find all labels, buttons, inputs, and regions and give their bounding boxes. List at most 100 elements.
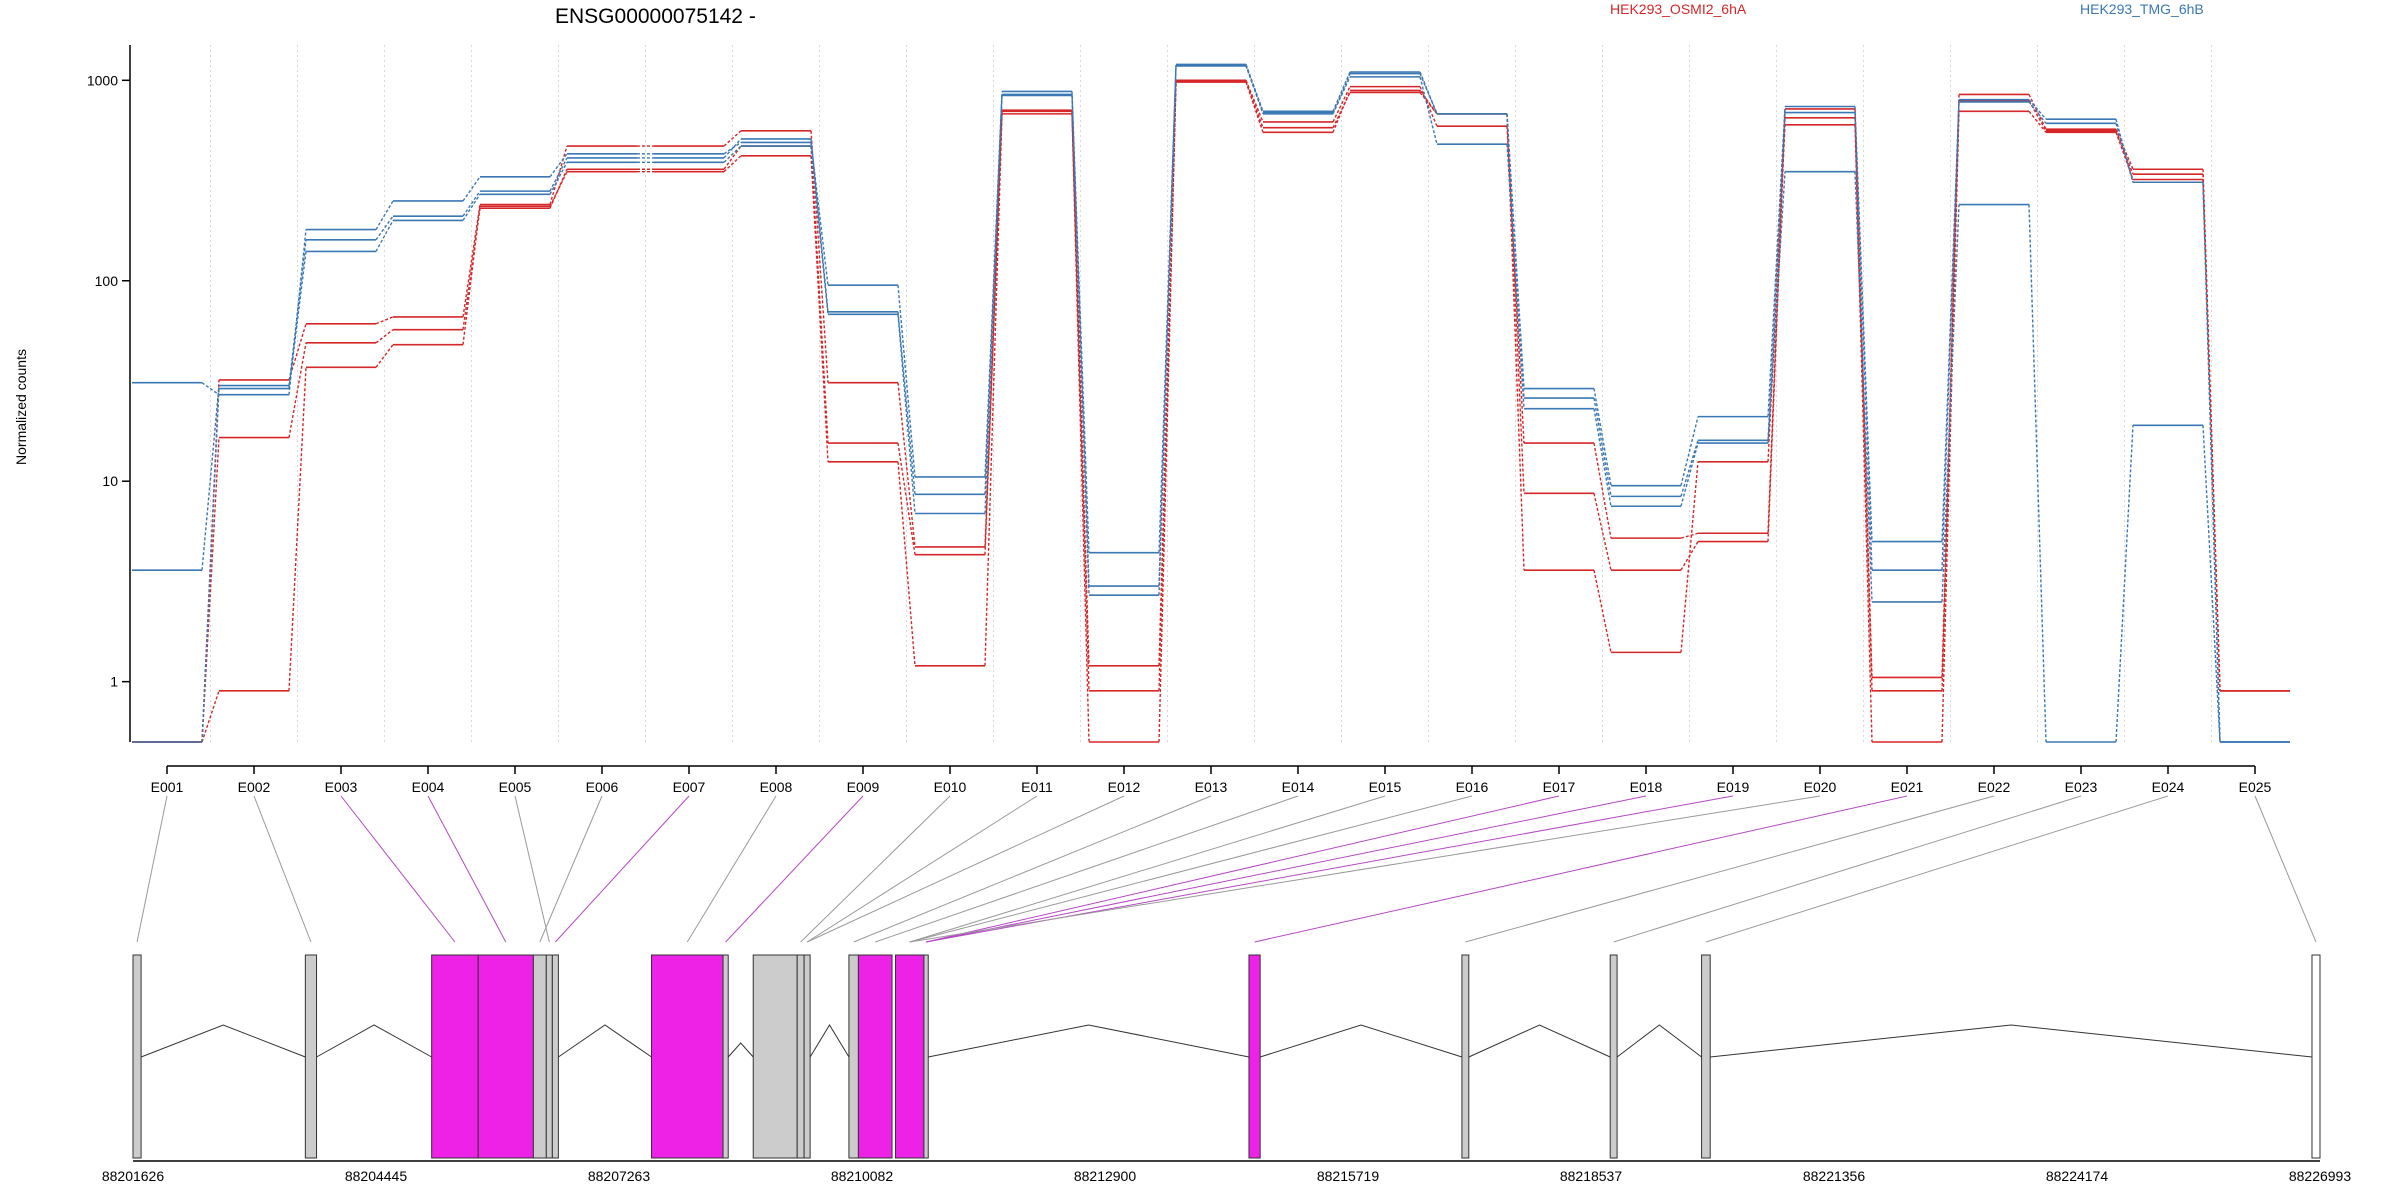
series-connector: [2202, 182, 2221, 743]
exon-connector: [925, 795, 1560, 943]
series-connector: [201, 690, 220, 743]
chart-title: ENSG00000075142 -: [555, 5, 756, 28]
exon-connector: [514, 795, 550, 943]
series-connector: [1854, 112, 1873, 571]
x-tick-label: E020: [1804, 779, 1837, 795]
series-3: [132, 81, 2290, 743]
series-connector: [1593, 388, 1612, 486]
series-connector: [462, 204, 481, 318]
grid-lines: [210, 45, 2212, 742]
x-tick-label: E009: [847, 779, 880, 795]
series-connector: [1332, 73, 1351, 113]
series-connector: [1419, 73, 1438, 115]
exon-connector: [340, 795, 456, 943]
series-connector: [288, 342, 307, 438]
intron: [1710, 1024, 2313, 1058]
series-connector: [1767, 106, 1786, 417]
series-6: [132, 65, 2290, 743]
exon-connector: [909, 795, 1386, 943]
x-tick-label: E017: [1543, 779, 1576, 795]
exon-block: [796, 954, 805, 1159]
series-connector: [723, 130, 742, 147]
exon-connector: [909, 795, 1821, 943]
series-connector: [810, 155, 829, 462]
genomic-tick-label: 88226993: [2289, 1168, 2352, 1184]
series-connector: [984, 94, 1003, 495]
intron: [1468, 1024, 1611, 1058]
x-tick-label: E003: [325, 779, 358, 795]
x-tick-label: E016: [1456, 779, 1489, 795]
intron: [809, 1024, 850, 1058]
exon-connector: [427, 795, 507, 943]
y-tick-label: 1: [110, 674, 118, 690]
series-connector: [1854, 124, 1873, 743]
intron: [1616, 1024, 1702, 1058]
series-connector: [1941, 99, 1960, 542]
series-connector: [984, 111, 1003, 555]
exon-block: [532, 954, 547, 1159]
series-connector: [462, 190, 481, 217]
series-connector: [1680, 532, 1699, 539]
x-tick-label: E019: [1717, 779, 1750, 795]
intron: [140, 1024, 306, 1058]
series-connector: [1680, 442, 1699, 507]
exon-connector: [1465, 795, 1995, 943]
exon-block: [551, 954, 559, 1159]
series-connector: [1593, 397, 1612, 497]
x-tick-label: E013: [1195, 779, 1228, 795]
x-tick-label: E005: [499, 779, 532, 795]
genomic-tick-label: 88221356: [1803, 1168, 1866, 1184]
series-connector: [1593, 493, 1612, 571]
series-connector: [201, 388, 220, 743]
exon-block: [752, 954, 798, 1159]
genomic-tick-label: 88218537: [1560, 1168, 1623, 1184]
x-tick-label: E002: [238, 779, 271, 795]
exon-block: [132, 954, 142, 1159]
exon-connector: [554, 795, 690, 943]
series-connector: [723, 155, 742, 173]
genomic-axis: 88201626 88204445 88207263 88210082 88212900…: [102, 1160, 2352, 1184]
series-connector: [810, 145, 829, 315]
intron: [1260, 1024, 1463, 1058]
intron: [558, 1024, 652, 1058]
series-connector: [984, 113, 1003, 666]
series-connector: [2115, 130, 2134, 175]
series-connector: [897, 314, 916, 514]
series-connector: [2028, 99, 2047, 120]
x-tick-label: E014: [1282, 779, 1315, 795]
y-tick-label: 1000: [87, 72, 118, 88]
x-tick-label: E006: [586, 779, 619, 795]
series-5: [132, 64, 2290, 743]
series-connector: [549, 157, 568, 192]
series-connector: [1245, 65, 1264, 115]
x-tick-label: E022: [1978, 779, 2011, 795]
series-connector: [2028, 101, 2047, 124]
x-tick-label: E012: [1108, 779, 1141, 795]
exon-connector: [875, 795, 1299, 943]
exon-connector: [539, 795, 603, 943]
series-1: [132, 79, 2290, 743]
series-lines: [132, 63, 2290, 743]
series-connector: [2202, 425, 2221, 743]
series-connector: [810, 142, 829, 286]
x-tick-label: E007: [673, 779, 706, 795]
genomic-tick-label: 88210082: [831, 1168, 894, 1184]
series-connector: [1854, 171, 1873, 602]
series-connector: [375, 200, 394, 230]
series-connector: [1071, 111, 1090, 691]
intron: [316, 1024, 432, 1058]
exon-connector: [925, 795, 1647, 943]
exon-block: [650, 954, 724, 1159]
series-connector: [549, 161, 568, 195]
exon-block: [857, 954, 893, 1159]
y-axis: 1 10 100 1000: [87, 45, 131, 742]
exon-connector: [806, 795, 1038, 943]
exon-connector: [806, 795, 1125, 943]
exon-block: [1248, 954, 1261, 1159]
x-tick-label: E021: [1891, 779, 1924, 795]
exon-block: [722, 954, 729, 1159]
series-connector: [1419, 91, 1438, 115]
series-connector: [288, 251, 307, 389]
series-connector: [549, 171, 568, 207]
series-connector: [375, 329, 394, 344]
